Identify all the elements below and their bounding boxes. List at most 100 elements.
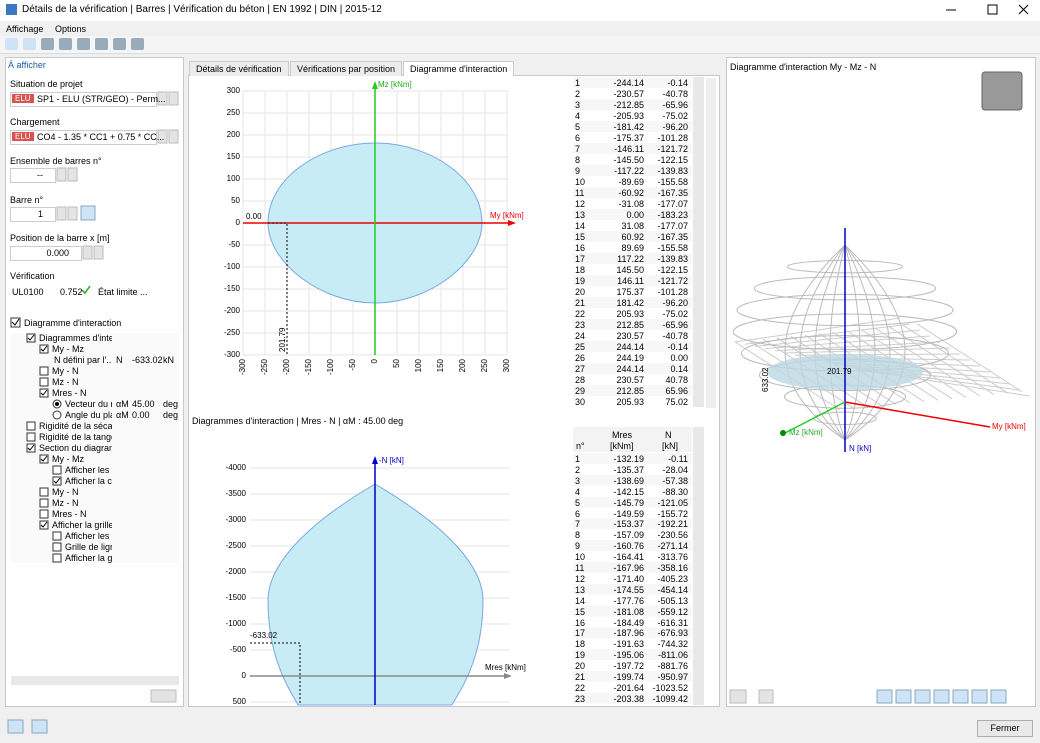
cell-value: -75.02 <box>662 111 688 121</box>
plane-grid <box>888 326 995 396</box>
checkbox <box>52 531 62 541</box>
panel-header: À afficher <box>8 60 46 70</box>
row-bg <box>573 529 692 541</box>
menu-item[interactable]: Affichage <box>6 24 44 34</box>
tree-item[interactable]: Afficher les tr <box>65 531 112 541</box>
cell-value: 230.57 <box>616 375 644 385</box>
column-header: N <box>665 430 672 440</box>
row-bg <box>573 627 692 639</box>
tab[interactable]: Vérifications par position <box>290 61 403 76</box>
ok-mark <box>81 285 91 295</box>
tree-item[interactable]: My - Mz <box>52 454 84 464</box>
tree-item[interactable]: Diagrammes d'intera <box>39 333 112 343</box>
field-label: Position de la barre x [m] <box>10 233 110 243</box>
tree-item[interactable]: Mz - N <box>52 377 79 387</box>
view-cube <box>981 71 1023 111</box>
cell-index: 7 <box>575 144 581 154</box>
cell-value: -0.14 <box>667 342 688 352</box>
cell-value: -142.15 <box>613 486 644 497</box>
window-title: Détails de la vérification | Barres | Vé… <box>22 4 382 15</box>
row-bg <box>573 374 692 385</box>
tree-item[interactable]: Rigidité de la tangen <box>39 432 112 442</box>
cell-value: 145.50 <box>616 265 644 275</box>
dropdown[interactable] <box>10 207 56 222</box>
row-bg <box>573 474 692 486</box>
cell-index: 4 <box>575 486 581 497</box>
annotation: 201.79 <box>278 327 287 352</box>
cell-index: 6 <box>575 508 581 519</box>
cell-index: 27 <box>575 364 586 374</box>
annotation: 0.00 <box>246 212 262 221</box>
menu-item[interactable]: Options <box>55 24 87 34</box>
cell-value: -195.06 <box>613 650 644 661</box>
tree-unit: deg <box>163 399 179 409</box>
cell-value: -164.41 <box>613 552 644 563</box>
row-bg <box>573 352 692 363</box>
toolbar-icon <box>5 38 18 50</box>
tree-item[interactable]: My - N <box>52 366 79 376</box>
dropdown-value: -- <box>37 170 43 180</box>
row-bg <box>573 143 692 154</box>
tree-item[interactable]: Mz - N <box>52 498 79 508</box>
tab[interactable]: Diagramme d'interaction <box>403 61 515 76</box>
view-button <box>933 689 950 704</box>
app-icon <box>6 4 17 15</box>
column-header: [kN] <box>662 441 679 451</box>
tree-unit: kN <box>163 355 174 365</box>
tree-item[interactable]: Rigidité de la sécante <box>39 421 112 431</box>
cell-value: -199.74 <box>613 672 644 682</box>
cell-value: -177.07 <box>657 221 688 231</box>
y-tick-label: 150 <box>227 152 241 161</box>
dropdown[interactable] <box>10 246 82 261</box>
cell-value: -358.16 <box>657 563 688 573</box>
cell-index: 15 <box>575 232 586 242</box>
row-bg <box>573 121 692 132</box>
nav-button <box>168 129 179 144</box>
cell-index: 13 <box>575 210 586 220</box>
checkbox-label[interactable]: Diagramme d'interaction <box>24 318 122 328</box>
tree-item[interactable]: Afficher la gr <box>65 553 112 563</box>
y-tick-label: -50 <box>228 240 240 249</box>
cell-index: 16 <box>575 243 586 253</box>
cell-index: 16 <box>575 617 586 628</box>
y-arrow <box>372 81 378 89</box>
x-tick-label: 250 <box>480 358 489 372</box>
radio <box>52 410 62 420</box>
row-bg <box>573 231 692 242</box>
tree-item[interactable]: My - N <box>52 487 79 497</box>
cell-value: -505.13 <box>657 595 688 606</box>
check-mark <box>27 444 35 451</box>
cell-value: -145.79 <box>613 497 644 508</box>
y-tick-label: 50 <box>231 196 240 205</box>
cell-value: -101.28 <box>657 133 688 143</box>
tree-item[interactable]: Afficher la co <box>65 476 112 486</box>
y-tick-label: -3000 <box>226 515 247 524</box>
tree-item[interactable]: Section du diagramm <box>39 443 112 453</box>
x-arrow <box>508 220 516 226</box>
tree-item[interactable]: Afficher les vi <box>65 465 112 475</box>
cell-index: 3 <box>575 475 581 486</box>
tree-item[interactable]: N défini par l'... <box>54 355 112 365</box>
tab[interactable]: Détails de vérification <box>189 61 289 76</box>
tree-item[interactable]: Angle du pla <box>65 410 112 420</box>
export-button <box>758 689 774 704</box>
field-label: Vérification <box>10 271 55 281</box>
view-button <box>914 689 931 704</box>
cell-index: 28 <box>575 375 586 385</box>
tree-item[interactable]: My - Mz <box>52 344 84 354</box>
tree-item[interactable]: Afficher la grille <box>52 520 112 530</box>
dropdown[interactable] <box>10 168 56 183</box>
dropdown[interactable] <box>10 92 157 107</box>
dropdown[interactable] <box>10 130 157 145</box>
tree-item[interactable]: Mres - N <box>52 388 87 398</box>
row-bg <box>573 88 692 99</box>
plane-grid <box>774 341 941 352</box>
tree-item[interactable]: Mres - N <box>52 509 87 519</box>
x-tick-label: -300 <box>238 358 247 375</box>
tree-item[interactable]: Vecteur du m <box>65 399 112 409</box>
row-bg <box>573 396 692 407</box>
check-type[interactable]: État limite ... <box>98 287 148 297</box>
close-button[interactable]: Fermer <box>977 720 1033 737</box>
tree-item[interactable]: Grille de lign <box>65 542 112 552</box>
